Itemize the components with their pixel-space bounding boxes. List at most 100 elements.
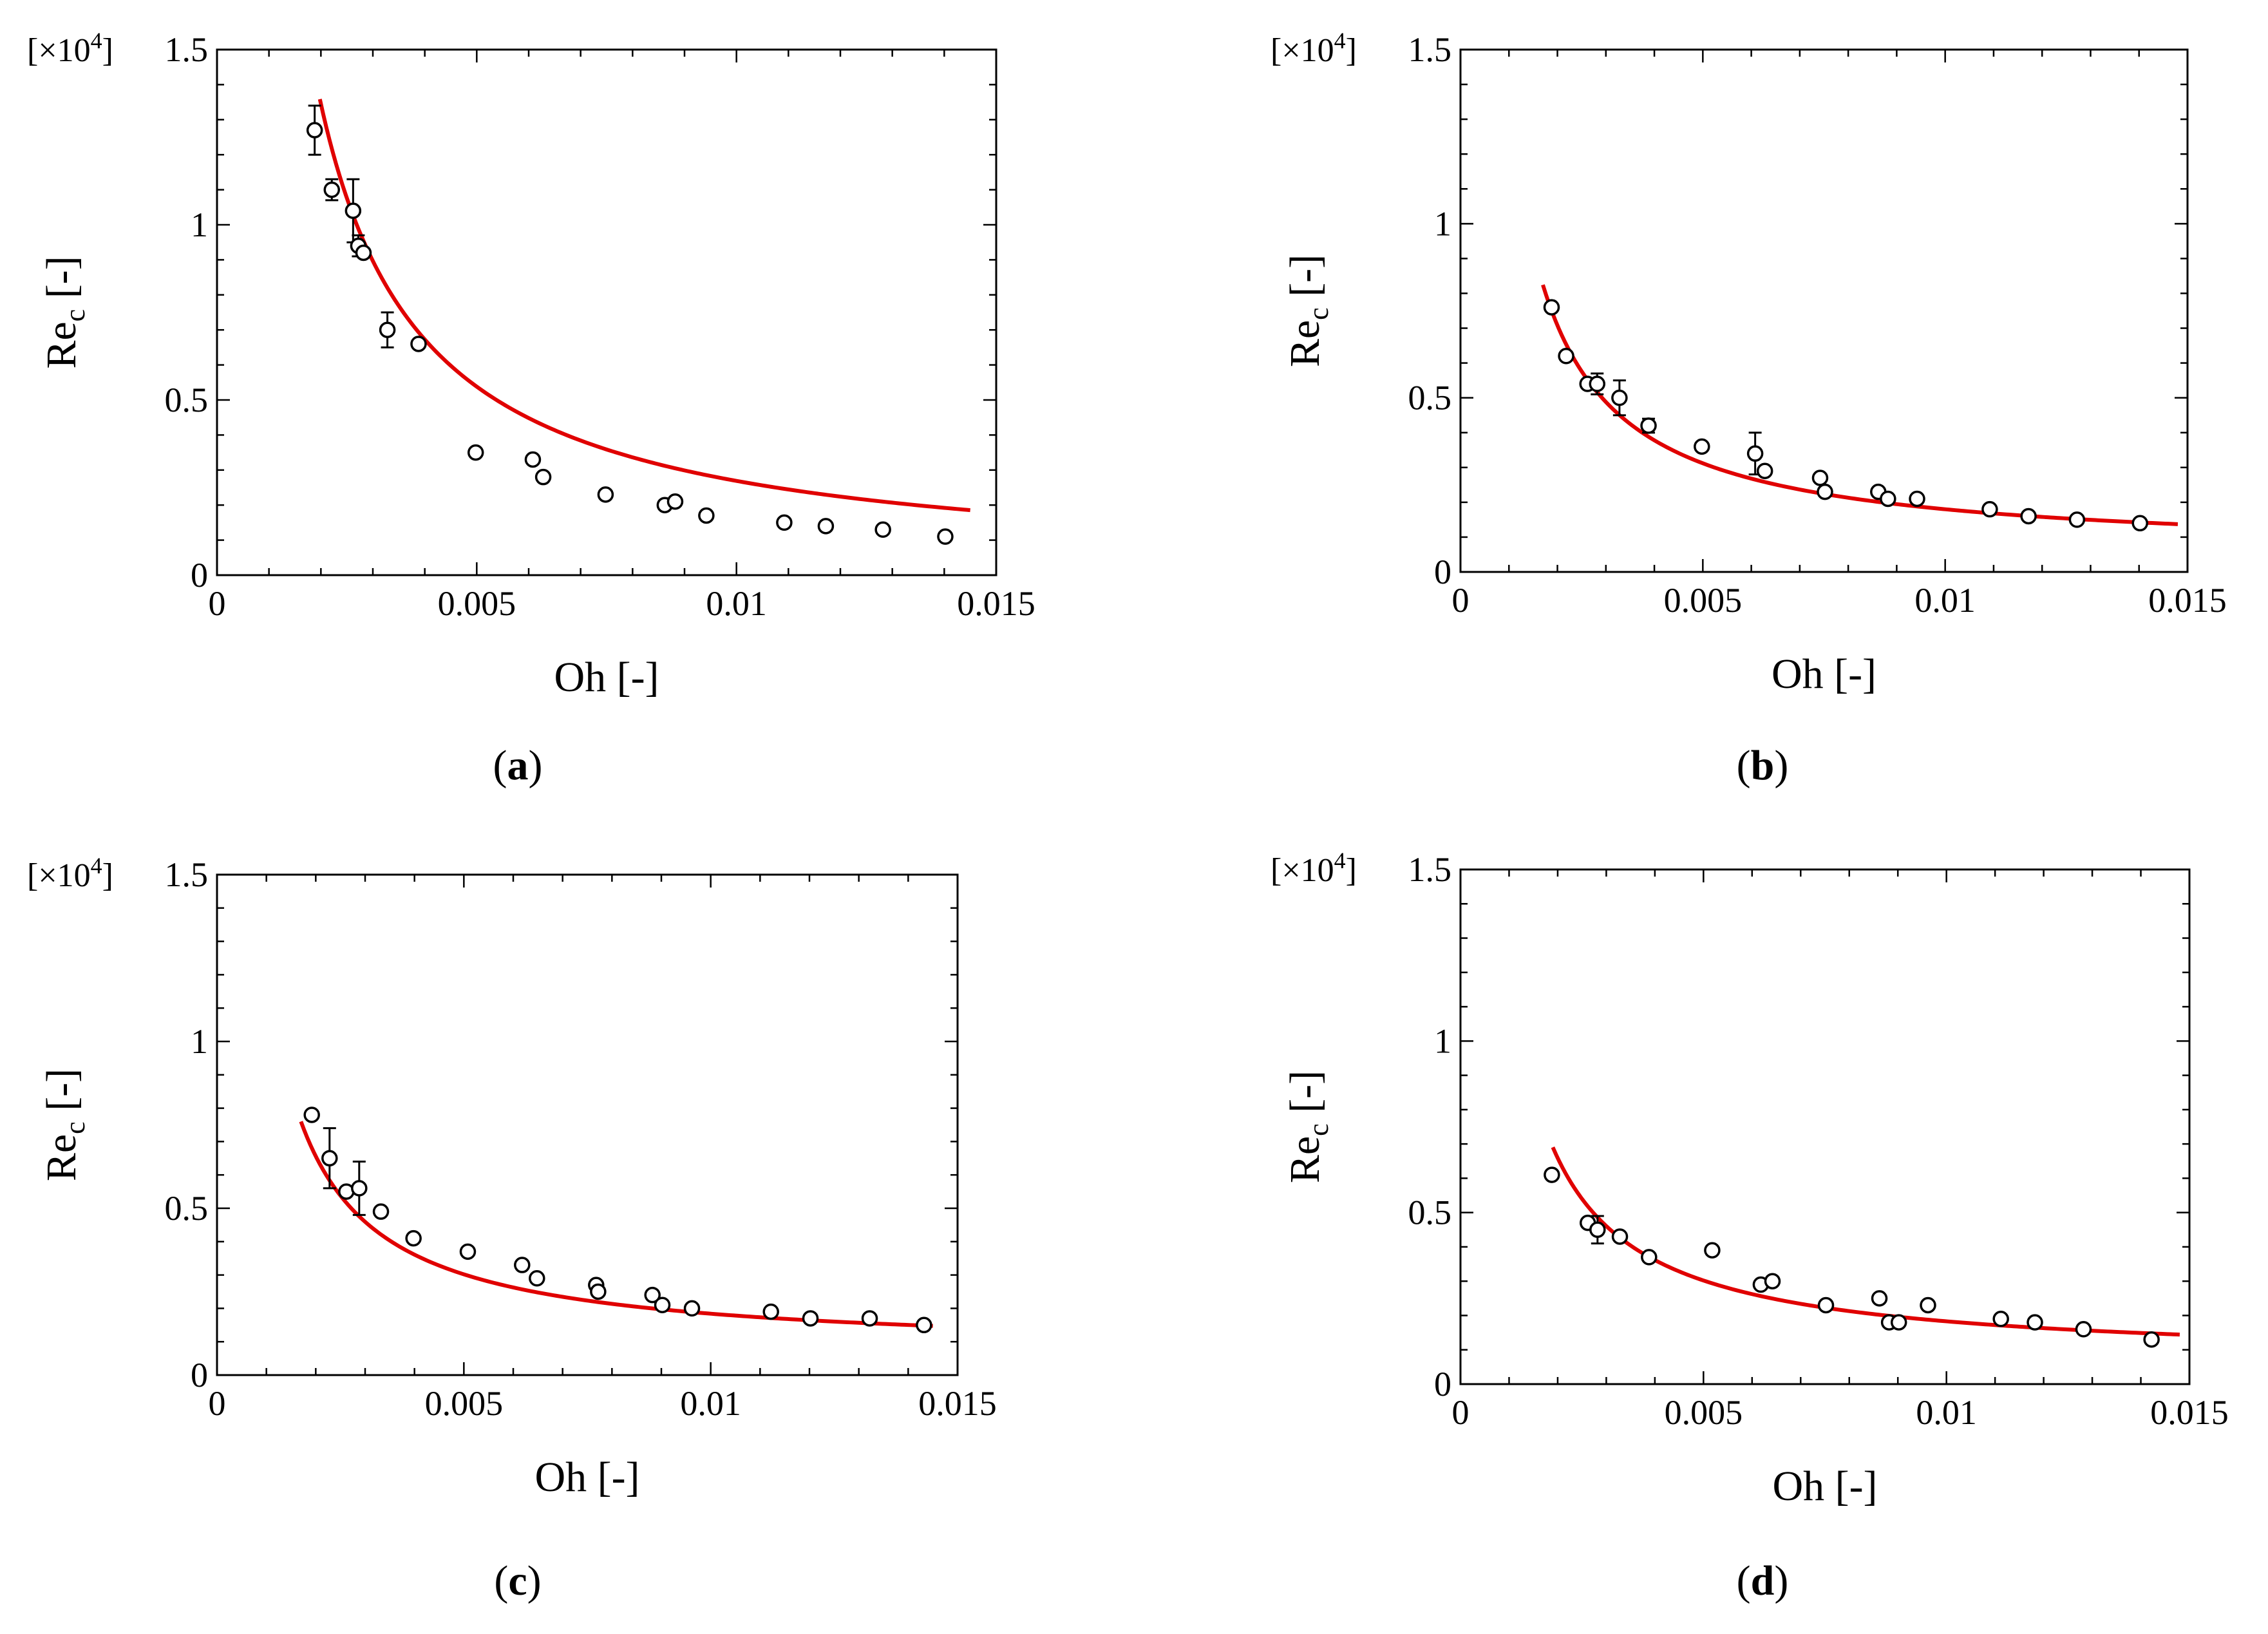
data-point [323,181,341,198]
data-point [1880,490,1896,508]
y-axis-title-sub: c [1303,1123,1334,1136]
panel-caption-close: ) [1774,1557,1788,1604]
scale-label-base: [×10 [27,32,91,69]
scale-label-close: ] [102,857,113,894]
y-axis-title-main: Re [1281,320,1328,367]
data-point [597,486,614,503]
y-axis-title-main: Re [38,321,85,368]
y-tick-label: 0.5 [1408,379,1452,417]
x-tick-label: 0.01 [1916,1393,1977,1432]
x-tick-label: 0.005 [1665,1393,1743,1432]
data-point [590,1283,607,1300]
x-tick-label: 0.01 [706,584,767,623]
y-axis-title-tail: [-] [1281,254,1328,307]
x-axis-title: Oh [-] [1772,1463,1877,1510]
chart-panel-b: 0 0.005 0.01 0.015 0 0.5 1 1.5 [×104] Oh [-] Rec [… [1271,28,2227,789]
data-point [2131,515,2148,532]
x-tick-label: 0.01 [680,1384,741,1423]
panel-caption-letter: c [508,1557,527,1604]
x-tick-label: 0.015 [2148,581,2227,620]
y-axis-title-tail: [-] [38,256,85,309]
data-point [351,1180,368,1197]
data-point [698,507,715,524]
data-point [1589,1221,1606,1239]
y-tick-label: 0 [1434,1365,1451,1403]
y-tick-label: 1.5 [1408,30,1452,69]
scale-label-base: [×10 [1271,32,1334,69]
data-point [683,1300,701,1317]
panel-caption-close: ) [529,742,543,789]
x-axis-title: Oh [-] [534,1454,639,1501]
data-point [1641,1249,1658,1266]
panel-caption-letter: b [1751,742,1775,789]
panel-caption-close: ) [1774,742,1788,789]
fit-curve [1551,1146,2180,1337]
data-point [379,321,396,338]
chart-panel-d: 0 0.005 0.01 0.015 0 0.5 1 1.5 [×104] Oh [-] Rec [… [1271,848,2229,1604]
y-axis-title-tail: [-] [38,1069,85,1121]
x-tick-label: 0.005 [438,584,516,623]
y-tick-label: 1.5 [1408,850,1452,889]
scale-label: [×104] [1271,28,1357,69]
data-point [405,1230,422,1247]
y-axis-title: Rec [-] [1281,254,1334,367]
data-point [1704,1242,1721,1259]
y-axis-title-tail: [-] [1281,1070,1328,1123]
data-point [874,521,891,538]
data-point [2143,1331,2160,1348]
y-tick-label: 1 [191,1022,208,1061]
data-point [534,468,552,486]
data-point [372,1203,390,1220]
data-point [937,528,954,545]
scale-label-close: ] [1346,852,1357,889]
x-tick-label: 0 [209,584,226,623]
panel-caption-open: ( [493,742,507,789]
fit-curve [299,1121,933,1328]
data-point [762,1303,779,1320]
panel-caption: (b) [1737,742,1789,789]
data-point [1920,1297,1936,1314]
scale-label-close: ] [1346,32,1357,69]
x-tick-label: 0 [1452,1393,1469,1432]
fit-curve [317,99,970,513]
data-point [916,1316,932,1334]
y-axis-title-main: Re [1281,1136,1328,1183]
y-tick-label: 1.5 [165,855,209,894]
data-point [1640,417,1657,434]
plot-frame [216,873,959,1376]
x-tick-label: 0.015 [2150,1393,2229,1432]
plot-frame [1459,868,2191,1385]
chart-panel-a: 0 0.005 0.01 0.015 0 0.5 1 1.5 [×104] Oh [-] Rec [… [27,28,1035,789]
x-axis-title: Oh [-] [1772,651,1876,698]
x-tick-label: 0.01 [1914,581,1976,620]
y-axis-title: Rec [-] [38,1069,91,1181]
data-point [1543,299,1560,316]
data-point [1981,500,1998,518]
data-point [2027,1314,2043,1331]
y-tick-label: 1.5 [165,30,209,69]
scale-label: [×104] [27,853,113,894]
data-point [1756,462,1773,479]
y-tick-label: 1 [1434,204,1451,243]
x-tick-label: 0.005 [425,1384,504,1423]
data-point [1558,348,1574,365]
y-tick-label: 0 [1434,553,1451,591]
data-point [644,1286,661,1304]
scale-label-exponent: 4 [91,28,102,53]
y-axis-title: Rec [-] [38,256,91,368]
data-point [410,336,427,352]
data-point [2075,1321,2092,1338]
panel-caption: (c) [494,1557,541,1604]
data-point [1992,1311,2009,1327]
y-axis-title-sub: c [59,309,91,322]
data-point [321,1150,338,1167]
scale-label-exponent: 4 [1334,28,1346,53]
data-point [1764,1273,1781,1289]
data-point [1817,1297,1835,1314]
x-tick-label: 0 [1452,581,1469,620]
x-tick-label: 0.015 [957,584,1035,623]
data-point [1871,1290,1888,1307]
scale-label: [×104] [27,28,113,69]
